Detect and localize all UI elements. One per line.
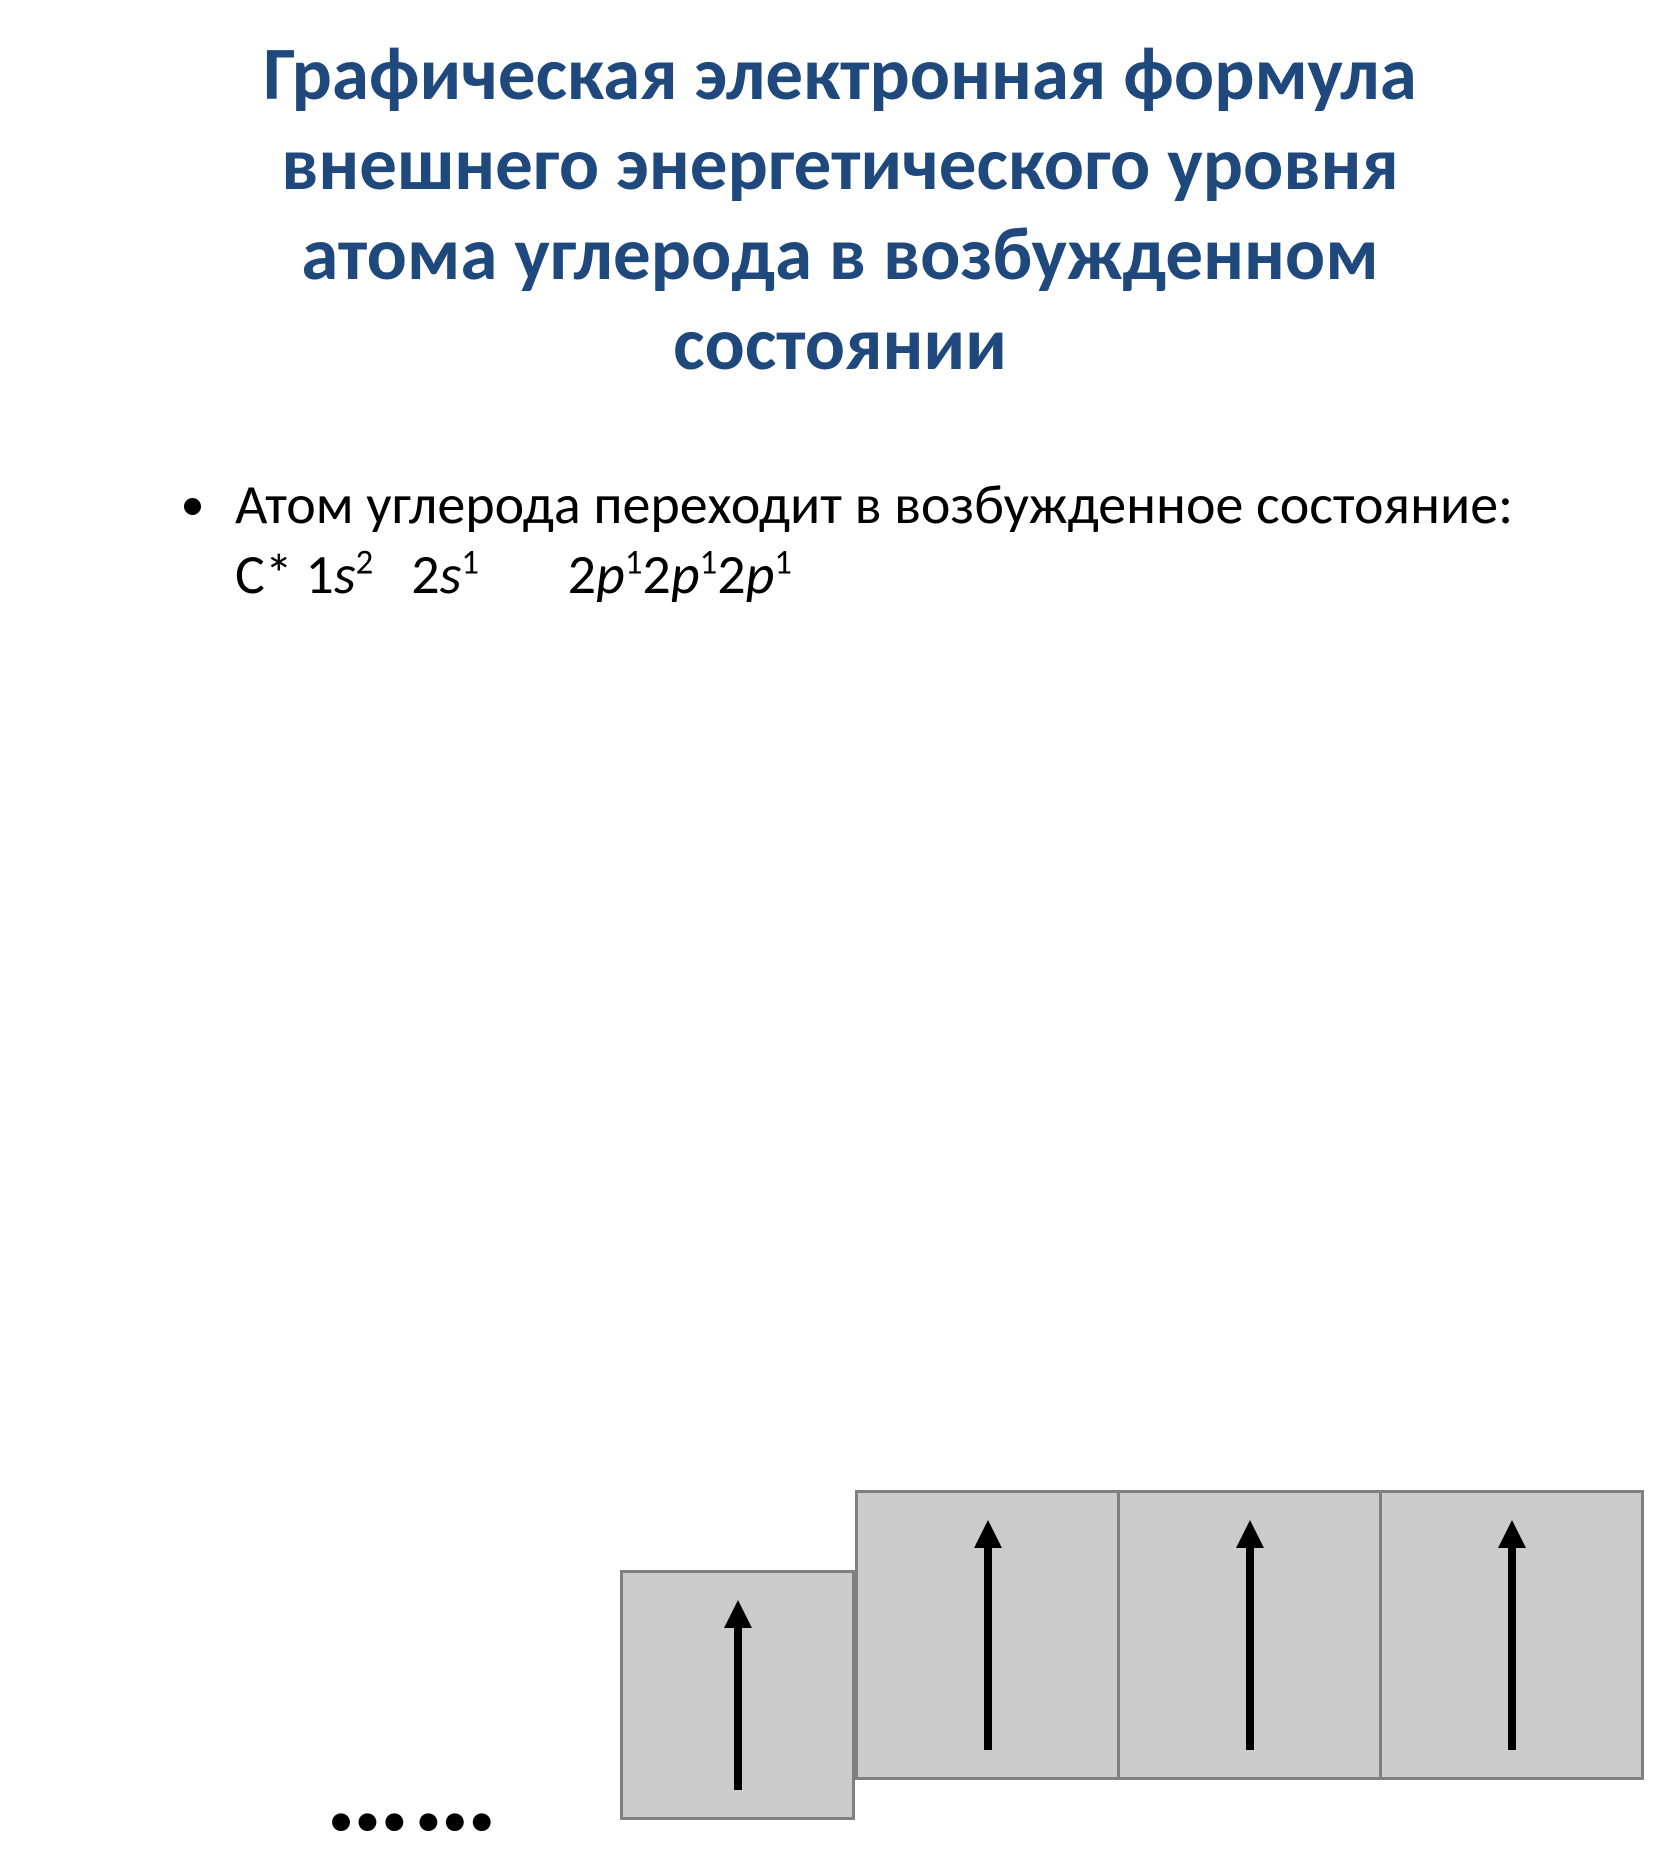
orbital-box: [1379, 1490, 1644, 1780]
config-2p1-a: 2p1: [568, 541, 643, 609]
orbital-box: [855, 1490, 1120, 1780]
orbital-row-2p: [855, 1490, 1644, 1780]
orbital-box: [1117, 1490, 1382, 1780]
orbital-row-2s: [620, 1570, 855, 1820]
electron-arrow-up-icon: [972, 1520, 1004, 1750]
electron-arrow-up-icon: [1496, 1520, 1528, 1750]
bullet-block: Атом углерода переходит в возбужденное с…: [0, 390, 1680, 610]
slide: Графическая электронная формула внешнего…: [0, 0, 1680, 1260]
config-1s2: 1s2: [305, 541, 373, 609]
config-2p1-b: 2p1: [642, 541, 717, 609]
electron-arrow-up-icon: [722, 1600, 754, 1790]
config-2s1: 2s1: [411, 541, 479, 609]
config-2p1-c: 2p1: [717, 541, 792, 609]
title-line-4: состоянии: [673, 299, 1007, 390]
dots-placeholder: ……: [325, 1730, 500, 1850]
electron-arrow-up-icon: [1234, 1520, 1266, 1750]
title-line-2: внешнего энергетического уровня: [281, 119, 1398, 210]
title-line-3: атома углерода в возбужденном: [301, 209, 1379, 300]
title-line-1: Графическая электронная формула: [263, 29, 1417, 120]
orbital-box: [620, 1570, 855, 1820]
bullet-item: Атом углерода переходит в возбужденное с…: [225, 470, 1530, 610]
slide-title: Графическая электронная формула внешнего…: [0, 0, 1680, 390]
